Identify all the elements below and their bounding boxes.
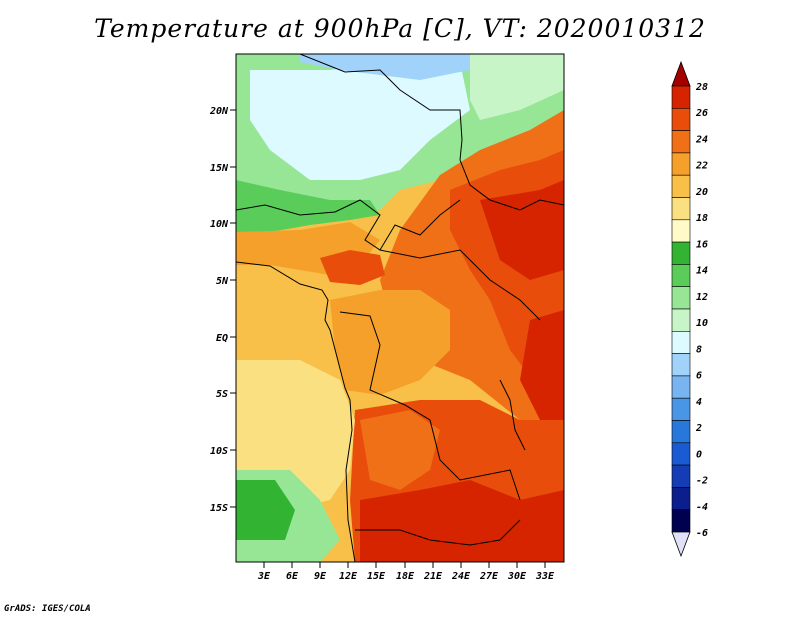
border-congo xyxy=(339,311,521,501)
lat-label: 15S xyxy=(210,503,228,514)
map-title: Temperature at 900hPa [C], VT: 202001031… xyxy=(94,14,706,43)
lat-label: 10N xyxy=(210,219,229,230)
colorbar-label: 20 xyxy=(695,187,708,198)
lat-label: 5S xyxy=(216,389,228,400)
colorbar-segment xyxy=(671,308,691,332)
colorbar-label: 4 xyxy=(696,397,702,408)
colorbar-label: 24 xyxy=(695,134,708,145)
lon-label: 15E xyxy=(367,571,386,582)
region-congo-moderate xyxy=(330,290,450,395)
lake-tanganyika xyxy=(499,379,526,451)
colorbar-segment xyxy=(671,330,691,354)
colorbar-segment xyxy=(671,174,691,198)
lon-label: 12E xyxy=(339,571,358,582)
region-east-core xyxy=(480,180,564,280)
colorbar-segment xyxy=(671,130,691,154)
region-north-blue xyxy=(300,54,470,80)
plot-frame xyxy=(235,53,565,563)
colorbar-label: 0 xyxy=(696,449,702,460)
colorbar-segment xyxy=(671,487,691,510)
colorbar-segment xyxy=(671,152,691,176)
region-sahara-pale xyxy=(250,62,470,180)
colorbar-label: 12 xyxy=(696,292,708,303)
colorbar-label: 6 xyxy=(696,371,702,382)
border-central xyxy=(379,249,541,321)
lat-label: 20N xyxy=(209,106,229,117)
border-sahara xyxy=(299,54,463,161)
colorbar-label: 22 xyxy=(695,161,708,172)
lon-label: 27E xyxy=(479,571,499,582)
colorbar-segment xyxy=(671,197,691,221)
colorbar-segments xyxy=(671,85,691,533)
colorbar-label: 18 xyxy=(696,213,708,224)
temperature-field xyxy=(236,54,564,562)
credit-text: GrADS: IGES/COLA xyxy=(4,604,91,614)
colorbar-segment xyxy=(671,375,691,399)
colorbar-label: 8 xyxy=(696,344,702,355)
colorbar-segment xyxy=(671,464,691,488)
colorbar-label: 16 xyxy=(696,239,708,250)
colorbar-label: -2 xyxy=(696,476,708,487)
colorbar-label: 10 xyxy=(696,318,708,329)
colorbar-segment xyxy=(671,397,691,421)
region-cameroon-hot xyxy=(320,250,385,285)
colorbar-label: -6 xyxy=(696,528,708,539)
colorbar-segment xyxy=(671,286,691,310)
region-south-warm xyxy=(360,410,440,490)
region-lakes-core xyxy=(520,310,564,420)
lon-label: 21E xyxy=(423,571,443,582)
colorbar-segment xyxy=(671,420,691,444)
lon-label: 30E xyxy=(507,571,527,582)
colorbar-segment xyxy=(671,442,691,466)
lon-label: 3E xyxy=(257,571,271,582)
colorbar-segment xyxy=(671,85,691,109)
colorbar-segment xyxy=(671,353,691,377)
region-south-core xyxy=(360,480,564,562)
colorbar-top-triangle xyxy=(671,60,691,87)
border-south xyxy=(355,519,521,546)
lat-label: 5N xyxy=(216,276,229,287)
colorbar-segment xyxy=(671,219,691,243)
region-northeast-pale xyxy=(470,54,564,120)
colorbar-label: 26 xyxy=(695,108,708,119)
lon-label: 24E xyxy=(451,571,471,582)
colorbar-label: 2 xyxy=(695,423,702,434)
border-east xyxy=(459,159,564,211)
lat-label: EQ xyxy=(216,333,228,344)
lat-label: 10S xyxy=(210,446,228,457)
latitude-axis: 20N 15N 10N 5N EQ 5S 10S 15S xyxy=(209,106,236,514)
colorbar-segment xyxy=(671,241,691,265)
coastline xyxy=(236,261,356,562)
colorbar-label: -4 xyxy=(696,502,708,513)
colorbar-label: 14 xyxy=(696,266,708,277)
longitude-axis: 3E 6E 9E 12E 15E 18E 21E 24E 27E 30E 33E xyxy=(257,562,555,582)
lat-label: 15N xyxy=(210,163,229,174)
lon-label: 18E xyxy=(396,571,415,582)
colorbar-label: 28 xyxy=(695,82,708,93)
colorbar-bottom-triangle xyxy=(671,531,691,558)
colorbar-segment xyxy=(671,509,691,533)
lon-label: 9E xyxy=(314,571,327,582)
colorbar-segment xyxy=(671,264,691,287)
border-sahel xyxy=(236,199,461,251)
boundaries xyxy=(236,54,564,562)
colorbar-segment xyxy=(671,108,691,131)
lon-label: 33E xyxy=(535,571,555,582)
region-sahel-green xyxy=(236,180,380,232)
lon-label: 6E xyxy=(286,571,299,582)
region-atlantic-green xyxy=(236,480,295,540)
